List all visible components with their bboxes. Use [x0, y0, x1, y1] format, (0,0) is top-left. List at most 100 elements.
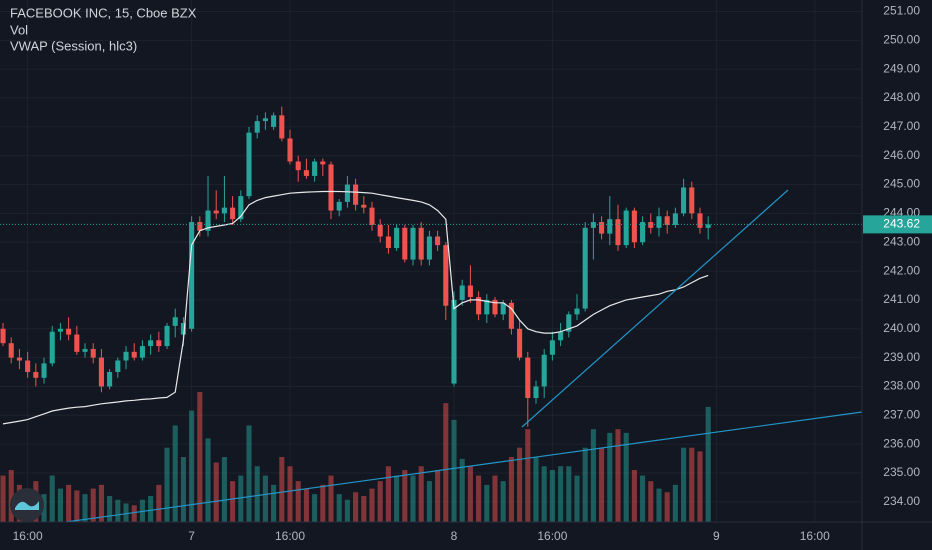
volume-bar [172, 425, 178, 522]
y-tick-label: 249.00 [883, 61, 920, 75]
volume-bar [312, 494, 318, 522]
volume-bar [623, 432, 629, 522]
volume-bar [254, 466, 260, 522]
candle-body [230, 207, 236, 220]
candle-body [459, 285, 465, 300]
volume-bar [131, 505, 137, 522]
volume-bar [672, 484, 678, 522]
candle-body [648, 222, 654, 228]
candle-body [33, 372, 39, 378]
candle-body [492, 299, 498, 315]
last-price-label: 243.62 [883, 217, 920, 231]
volume-bar [164, 447, 170, 522]
candle-body [115, 360, 121, 373]
candle-body [689, 187, 695, 214]
volume-bar [681, 447, 687, 522]
candle-body [82, 348, 88, 352]
volume-bar [205, 438, 211, 522]
legend-volume: Vol [10, 22, 28, 37]
candle-body [615, 219, 621, 246]
candle-body [49, 331, 55, 364]
candle-body [385, 236, 391, 249]
y-tick-label: 247.00 [883, 119, 920, 133]
volume-bar [82, 494, 88, 522]
y-tick-label: 241.00 [883, 292, 920, 306]
candle-body [443, 245, 449, 306]
candle-body [320, 161, 326, 165]
candle-body [435, 236, 441, 246]
candle-body [287, 138, 293, 162]
candle-body [377, 224, 383, 237]
volume-bar [525, 429, 531, 522]
candle-body [328, 164, 334, 211]
candle-body [410, 227, 416, 260]
volume-bar [377, 481, 383, 522]
volume-bar [49, 475, 55, 522]
volume-bar [295, 481, 301, 522]
volume-bar [615, 429, 621, 522]
y-tick-label: 234.00 [883, 494, 920, 508]
volume-bar [689, 447, 695, 522]
volume-bar [115, 499, 121, 522]
volume-bar [558, 466, 564, 522]
x-tick-label: 16:00 [13, 529, 43, 543]
candle-body [197, 222, 203, 231]
y-tick-label: 250.00 [883, 33, 920, 47]
volume-bar [656, 488, 662, 522]
x-tick-label: 8 [451, 529, 458, 543]
x-tick-label: 16:00 [800, 529, 830, 543]
volume-bar [582, 447, 588, 522]
volume-bar [361, 496, 367, 522]
volume-bar [648, 481, 654, 522]
candle-body [148, 340, 154, 347]
candle-body [25, 360, 31, 373]
volume-bar [221, 457, 227, 522]
candle-body [394, 227, 400, 249]
volume-bar [156, 484, 162, 522]
candle-body [582, 227, 588, 309]
candle-body [574, 308, 580, 315]
y-tick-label: 239.00 [883, 350, 920, 364]
candle-body [484, 299, 490, 315]
x-tick-label: 7 [188, 529, 195, 543]
volume-bar [574, 475, 580, 522]
candle-body [295, 161, 301, 171]
candle-body [90, 348, 96, 358]
y-tick-label: 243.00 [883, 234, 920, 248]
y-tick-label: 246.00 [883, 148, 920, 162]
candle-body [271, 115, 277, 127]
volume-bar [336, 494, 342, 522]
candle-body [336, 201, 342, 211]
volume-bar [607, 432, 613, 522]
volume-bar [107, 496, 113, 522]
candle-body [131, 351, 137, 358]
volume-bar [476, 475, 482, 522]
candle-body [98, 357, 104, 387]
volume-bar [484, 484, 490, 522]
volume-bar [394, 475, 400, 522]
candle-body [189, 222, 195, 329]
candle-body [361, 204, 367, 208]
candle-body [672, 213, 678, 225]
candle-body [66, 328, 72, 335]
volume-bar [189, 410, 195, 522]
volume-bar [410, 475, 416, 522]
candle-body [74, 334, 80, 352]
volume-bar [180, 457, 186, 522]
candle-body [533, 386, 539, 398]
x-tick-label: 16:00 [537, 529, 567, 543]
candle-body [164, 325, 170, 347]
volume-bar [8, 470, 14, 522]
candle-body [180, 323, 186, 335]
volume-bar [123, 503, 129, 522]
candle-body [205, 210, 211, 231]
volume-bar [500, 481, 506, 522]
volume-bar [517, 447, 523, 522]
volume-bar [197, 392, 203, 522]
candle-body [344, 184, 350, 202]
volume-bar [541, 466, 547, 522]
volume-bar [213, 462, 219, 522]
volume-bar [238, 475, 244, 522]
y-tick-label: 237.00 [883, 407, 920, 421]
